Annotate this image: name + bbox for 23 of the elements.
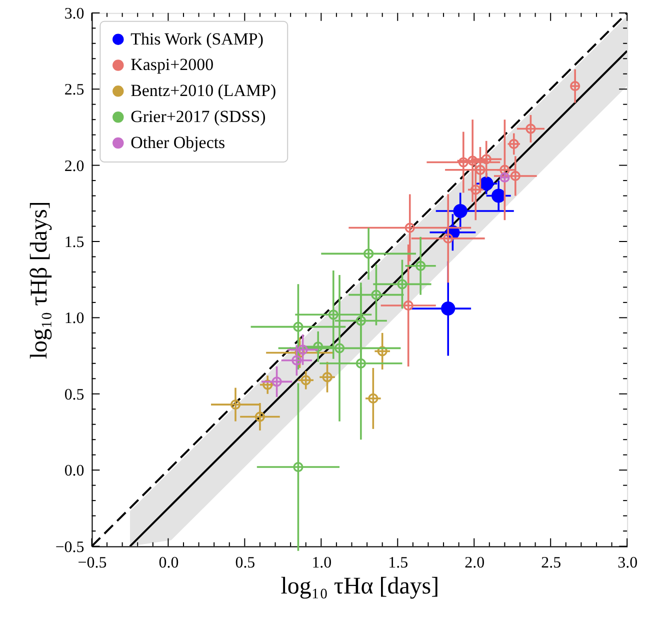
x-tick-label: 1.0	[312, 554, 332, 572]
x-tick-label: 2.5	[541, 554, 562, 572]
x-tick-label: −0.5	[78, 554, 107, 572]
y-tick-label: 1.0	[64, 310, 84, 328]
x-tick-label: 0.0	[158, 554, 179, 572]
legend-label: This Work (SAMP)	[130, 29, 264, 48]
legend-label: Other Objects	[130, 133, 226, 152]
y-tick-label: 0.0	[64, 462, 84, 480]
y-axis-title: log₁₀ τHβ [days]	[26, 201, 52, 360]
y-tick-label: 2.5	[64, 82, 84, 99]
y-tick-label: 2.0	[64, 158, 84, 175]
x-tick-label: 3.0	[618, 554, 638, 572]
x-tick-label: 1.5	[388, 554, 408, 572]
y-tick-label: 0.5	[64, 386, 84, 404]
legend-label: Bentz+2010 (LAMP)	[130, 81, 276, 100]
y-tick-label: 1.5	[64, 234, 84, 251]
legend-label: Grier+2017 (SDSS)	[130, 107, 266, 126]
y-tick-label: −0.5	[55, 538, 84, 556]
x-axis-title: log₁₀ τHα [days]	[280, 574, 440, 600]
x-tick-label: 0.5	[235, 554, 256, 572]
legend-label: Kaspi+2000	[130, 55, 214, 74]
x-tick-label: 2.0	[464, 554, 485, 572]
y-tick-label: 3.0	[64, 5, 84, 22]
